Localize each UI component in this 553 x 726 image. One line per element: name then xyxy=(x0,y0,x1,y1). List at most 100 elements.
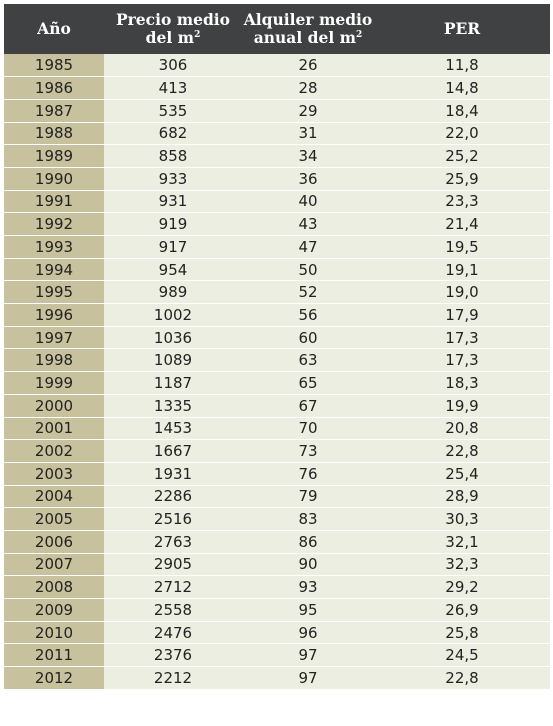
table-row: 2007 2905 90 32,3 xyxy=(4,553,550,577)
cell-rent: 93 xyxy=(242,575,374,599)
table-row: 1999 1187 65 18,3 xyxy=(4,371,550,395)
cell-rent: 97 xyxy=(242,666,374,690)
cell-year: 1993 xyxy=(4,235,104,259)
table-row: 2000 1335 67 19,9 xyxy=(4,394,550,418)
cell-price: 2763 xyxy=(104,530,242,554)
table-row: 1987 535 29 18,4 xyxy=(4,99,550,123)
cell-price: 989 xyxy=(104,280,242,305)
cell-per: 17,9 xyxy=(374,303,550,327)
cell-price: 858 xyxy=(104,144,242,168)
cell-price: 682 xyxy=(104,122,242,146)
table-row: 2010 2476 96 25,8 xyxy=(4,621,550,645)
cell-rent: 76 xyxy=(242,462,374,486)
table-row: 2002 1667 73 22,8 xyxy=(4,439,550,463)
table-row: 1988 682 31 22,0 xyxy=(4,122,550,146)
data-table: Año Precio medio del m2 Alquiler medio a… xyxy=(4,4,550,690)
table-row: 1986 413 28 14,8 xyxy=(4,76,550,100)
cell-rent: 67 xyxy=(242,394,374,418)
cell-year: 2010 xyxy=(4,621,104,645)
cell-rent: 86 xyxy=(242,530,374,554)
cell-rent: 96 xyxy=(242,621,374,645)
cell-rent: 95 xyxy=(242,598,374,622)
table-row: 2001 1453 70 20,8 xyxy=(4,417,550,441)
cell-year: 2001 xyxy=(4,417,104,441)
cell-year: 1990 xyxy=(4,167,104,191)
cell-rent: 56 xyxy=(242,303,374,327)
header-rent: Alquiler medio anual del m2 xyxy=(242,4,374,54)
cell-per: 30,3 xyxy=(374,507,550,531)
header-price-line1: Precio medio xyxy=(115,10,231,29)
header-rent-line1: Alquiler medio xyxy=(243,10,373,29)
cell-rent: 47 xyxy=(242,235,374,259)
cell-rent: 79 xyxy=(242,485,374,509)
cell-per: 18,3 xyxy=(374,371,550,395)
cell-year: 1988 xyxy=(4,122,104,146)
cell-per: 14,8 xyxy=(374,76,550,100)
cell-price: 1931 xyxy=(104,462,242,486)
cell-year: 2012 xyxy=(4,666,104,690)
cell-rent: 36 xyxy=(242,167,374,191)
cell-year: 1987 xyxy=(4,99,104,123)
header-rent-sup: 2 xyxy=(356,30,363,40)
cell-rent: 83 xyxy=(242,507,374,531)
cell-rent: 29 xyxy=(242,99,374,123)
cell-year: 1995 xyxy=(4,280,104,305)
cell-per: 22,0 xyxy=(374,122,550,146)
cell-price: 954 xyxy=(104,258,242,282)
cell-year: 2006 xyxy=(4,530,104,554)
cell-rent: 28 xyxy=(242,76,374,100)
cell-rent: 65 xyxy=(242,371,374,395)
cell-rent: 40 xyxy=(242,190,374,214)
table-row: 1989 858 34 25,2 xyxy=(4,144,550,168)
cell-per: 29,2 xyxy=(374,575,550,599)
cell-per: 23,3 xyxy=(374,190,550,214)
table-row: 1998 1089 63 17,3 xyxy=(4,348,550,373)
cell-price: 931 xyxy=(104,190,242,214)
cell-year: 2009 xyxy=(4,598,104,622)
cell-year: 2003 xyxy=(4,462,104,486)
table-row: 2011 2376 97 24,5 xyxy=(4,643,550,668)
table-row: 2009 2558 95 26,9 xyxy=(4,598,550,622)
cell-price: 2376 xyxy=(104,643,242,668)
cell-year: 1999 xyxy=(4,371,104,395)
cell-per: 17,3 xyxy=(374,348,550,373)
table-row: 2012 2212 97 22,8 xyxy=(4,666,550,690)
header-row: Año Precio medio del m2 Alquiler medio a… xyxy=(4,4,550,54)
header-year: Año xyxy=(4,4,104,54)
cell-year: 1986 xyxy=(4,76,104,100)
cell-year: 2007 xyxy=(4,553,104,577)
table-row: 1985 306 26 11,8 xyxy=(4,54,550,78)
cell-rent: 70 xyxy=(242,417,374,441)
cell-price: 2558 xyxy=(104,598,242,622)
table-row: 1996 1002 56 17,9 xyxy=(4,303,550,327)
cell-rent: 60 xyxy=(242,326,374,350)
cell-per: 24,5 xyxy=(374,643,550,668)
cell-per: 28,9 xyxy=(374,485,550,509)
table-body: 1985 306 26 11,8 1986 413 28 14,8 1987 535 29 18,4 1… xyxy=(4,54,550,690)
table-row: 1995 989 52 19,0 xyxy=(4,280,550,305)
cell-per: 32,1 xyxy=(374,530,550,554)
cell-year: 1994 xyxy=(4,258,104,282)
cell-year: 1989 xyxy=(4,144,104,168)
cell-year: 2002 xyxy=(4,439,104,463)
cell-per: 18,4 xyxy=(374,99,550,123)
cell-price: 1453 xyxy=(104,417,242,441)
cell-rent: 73 xyxy=(242,439,374,463)
table-row: 1991 931 40 23,3 xyxy=(4,190,550,214)
cell-per: 17,3 xyxy=(374,326,550,350)
table-row: 2004 2286 79 28,9 xyxy=(4,485,550,509)
cell-per: 25,4 xyxy=(374,462,550,486)
cell-rent: 52 xyxy=(242,280,374,305)
cell-price: 1335 xyxy=(104,394,242,418)
cell-per: 20,8 xyxy=(374,417,550,441)
table-row: 2006 2763 86 32,1 xyxy=(4,530,550,554)
header-per: PER xyxy=(374,4,550,54)
cell-per: 19,5 xyxy=(374,235,550,259)
cell-per: 22,8 xyxy=(374,666,550,690)
cell-per: 25,2 xyxy=(374,144,550,168)
cell-price: 2212 xyxy=(104,666,242,690)
cell-per: 26,9 xyxy=(374,598,550,622)
cell-year: 1985 xyxy=(4,54,104,78)
cell-price: 2905 xyxy=(104,553,242,577)
cell-year: 1997 xyxy=(4,326,104,350)
